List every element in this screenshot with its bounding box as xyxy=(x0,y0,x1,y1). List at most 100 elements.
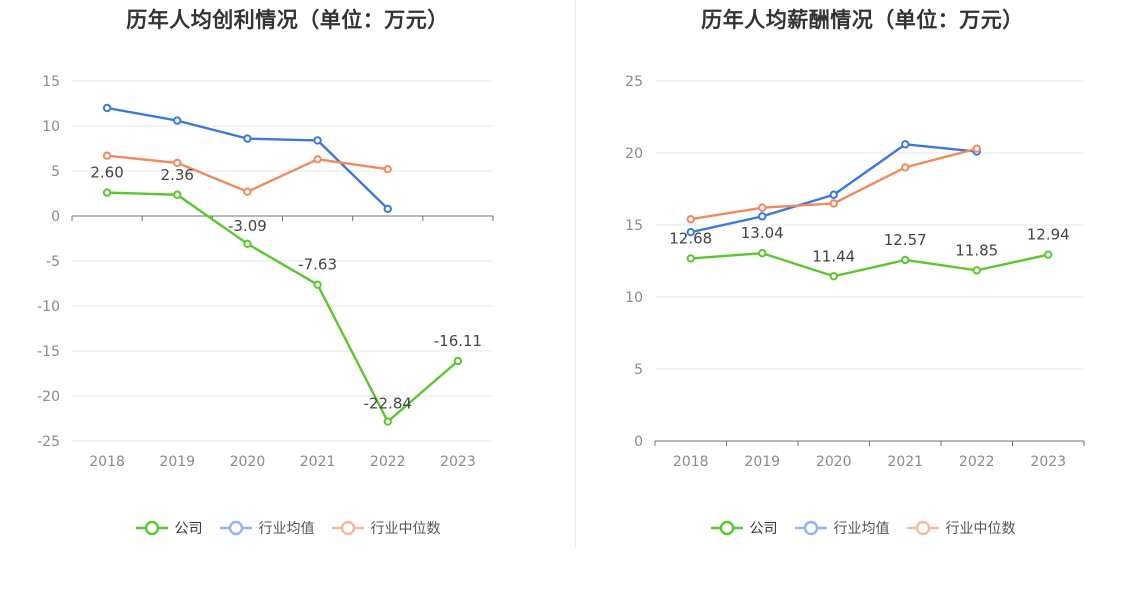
x-tick-label: 2021 xyxy=(300,454,336,470)
legend-swatch-icon xyxy=(794,520,827,536)
y-tick-label: 0 xyxy=(634,434,643,450)
legend-item-company[interactable]: 公司 xyxy=(710,518,778,538)
x-tick-label: 2023 xyxy=(440,454,476,470)
industry-median-point[interactable] xyxy=(829,199,838,208)
y-tick-label: 20 xyxy=(625,146,643,162)
industry-median-line xyxy=(690,147,978,221)
company-point[interactable] xyxy=(829,272,838,281)
legend-label: 行业均值 xyxy=(833,521,890,537)
chart-legend: 公司 行业均值 行业中位数 xyxy=(577,518,1148,538)
legend-item-industry-median[interactable]: 行业中位数 xyxy=(906,518,1016,538)
y-tick-label: 10 xyxy=(625,290,643,306)
company-point[interactable] xyxy=(901,255,910,265)
legend-swatch-icon xyxy=(331,520,364,536)
industry-median-point[interactable] xyxy=(102,151,112,160)
legend-item-industry-average[interactable]: 行业均值 xyxy=(219,518,315,538)
industry-average-line xyxy=(690,143,977,234)
x-tick-label: 2022 xyxy=(959,454,995,470)
chart-legend: 公司 行业均值 行业中位数 xyxy=(0,518,575,538)
company-line xyxy=(107,191,459,423)
data-label: -16.11 xyxy=(434,332,482,350)
y-tick-label: 5 xyxy=(634,362,643,378)
legend-label: 行业中位数 xyxy=(945,521,1016,537)
x-tick-label: 2020 xyxy=(230,454,266,470)
industry-median-point[interactable] xyxy=(243,187,252,196)
company-point[interactable] xyxy=(243,239,252,249)
industry-median-point[interactable] xyxy=(173,158,182,168)
legend-item-industry-median[interactable]: 行业中位数 xyxy=(331,518,441,538)
chart-title: 历年人均薪酬情况（单位：万元） xyxy=(701,8,1024,32)
industry-median-point[interactable] xyxy=(383,165,392,174)
y-tick-label: -25 xyxy=(37,434,60,450)
industry-average-point[interactable] xyxy=(102,103,112,113)
y-tick-label: -10 xyxy=(37,299,60,315)
profit-chart-panel: 历年人均创利情况（单位：万元） 15 10 5 0 -5 -10 -15 -20 -25 2018… xyxy=(0,8,575,538)
y-tick-label: 25 xyxy=(625,74,643,90)
industry-median-point[interactable] xyxy=(313,155,322,164)
panel-divider xyxy=(575,0,576,548)
industry-average-point[interactable] xyxy=(829,190,838,199)
industry-median-point[interactable] xyxy=(686,215,695,224)
industry-median-line xyxy=(106,154,388,193)
legend-swatch-icon xyxy=(906,520,939,536)
company-point[interactable] xyxy=(173,190,182,199)
data-label: 12.57 xyxy=(884,231,927,249)
legend-swatch-icon xyxy=(710,520,743,536)
legend-swatch-icon xyxy=(135,520,168,536)
data-label: -7.63 xyxy=(298,256,337,274)
chart-title: 历年人均创利情况（单位：万元） xyxy=(126,8,449,32)
company-line xyxy=(690,252,1049,278)
industry-average-point[interactable] xyxy=(313,136,322,145)
x-tick-label: 2018 xyxy=(89,454,125,470)
data-label: 11.85 xyxy=(955,241,998,259)
x-tick-label: 2019 xyxy=(159,454,195,470)
data-label: 13.04 xyxy=(741,224,784,242)
y-tick-label: 0 xyxy=(51,209,60,225)
data-label: 12.68 xyxy=(669,229,712,247)
data-label: -22.84 xyxy=(364,395,412,413)
company-point[interactable] xyxy=(758,249,767,258)
data-label: -3.09 xyxy=(228,217,267,235)
company-point[interactable] xyxy=(383,417,392,426)
y-tick-label: 15 xyxy=(42,74,60,90)
legend-label: 公司 xyxy=(174,521,203,537)
industry-average-point[interactable] xyxy=(173,116,182,125)
legend-item-industry-average[interactable]: 行业均值 xyxy=(794,518,890,538)
company-point[interactable] xyxy=(972,266,981,275)
industry-average-point[interactable] xyxy=(901,140,910,149)
company-point[interactable] xyxy=(102,188,112,197)
company-point[interactable] xyxy=(453,356,463,366)
industry-average-point[interactable] xyxy=(383,204,392,214)
x-tick-label: 2023 xyxy=(1030,454,1066,470)
salary-line-chart: 25 20 15 10 5 0 2018 2019 2020 2021 2022 2023 12.68 1… xyxy=(625,74,1085,470)
data-label: 2.36 xyxy=(161,166,194,184)
y-tick-label: -15 xyxy=(37,344,60,360)
y-tick-label: 5 xyxy=(51,164,60,180)
x-tick-label: 2018 xyxy=(673,454,709,470)
company-point[interactable] xyxy=(686,254,695,263)
legend-label: 行业中位数 xyxy=(370,521,441,537)
legend-label: 公司 xyxy=(749,521,778,537)
y-tick-label: -20 xyxy=(37,389,60,405)
data-label: 11.44 xyxy=(812,247,855,265)
industry-average-point[interactable] xyxy=(758,212,767,221)
profit-line-chart: 15 10 5 0 -5 -10 -15 -20 -25 2018 2019 2020 2021 2022… xyxy=(37,74,494,470)
industry-median-point[interactable] xyxy=(972,144,981,153)
x-tick-label: 2021 xyxy=(887,454,923,470)
x-tick-label: 2022 xyxy=(370,454,406,470)
legend-label: 行业均值 xyxy=(258,521,315,537)
industry-average-point[interactable] xyxy=(243,134,252,143)
y-tick-label: 15 xyxy=(625,218,643,234)
legend-swatch-icon xyxy=(219,520,252,536)
company-point[interactable] xyxy=(1044,250,1053,259)
y-tick-label: -5 xyxy=(46,254,60,270)
industry-median-point[interactable] xyxy=(901,163,910,172)
x-tick-label: 2019 xyxy=(744,454,780,470)
salary-chart-panel: 历年人均薪酬情况（单位：万元） 25 20 15 10 5 0 2018 2019 2020 20… xyxy=(577,0,1148,589)
legend-item-company[interactable]: 公司 xyxy=(135,518,203,538)
company-point[interactable] xyxy=(313,280,322,289)
industry-average-point[interactable] xyxy=(686,228,695,237)
industry-median-point[interactable] xyxy=(758,203,767,212)
x-tick-label: 2020 xyxy=(816,454,852,470)
data-label: 2.60 xyxy=(90,164,123,182)
